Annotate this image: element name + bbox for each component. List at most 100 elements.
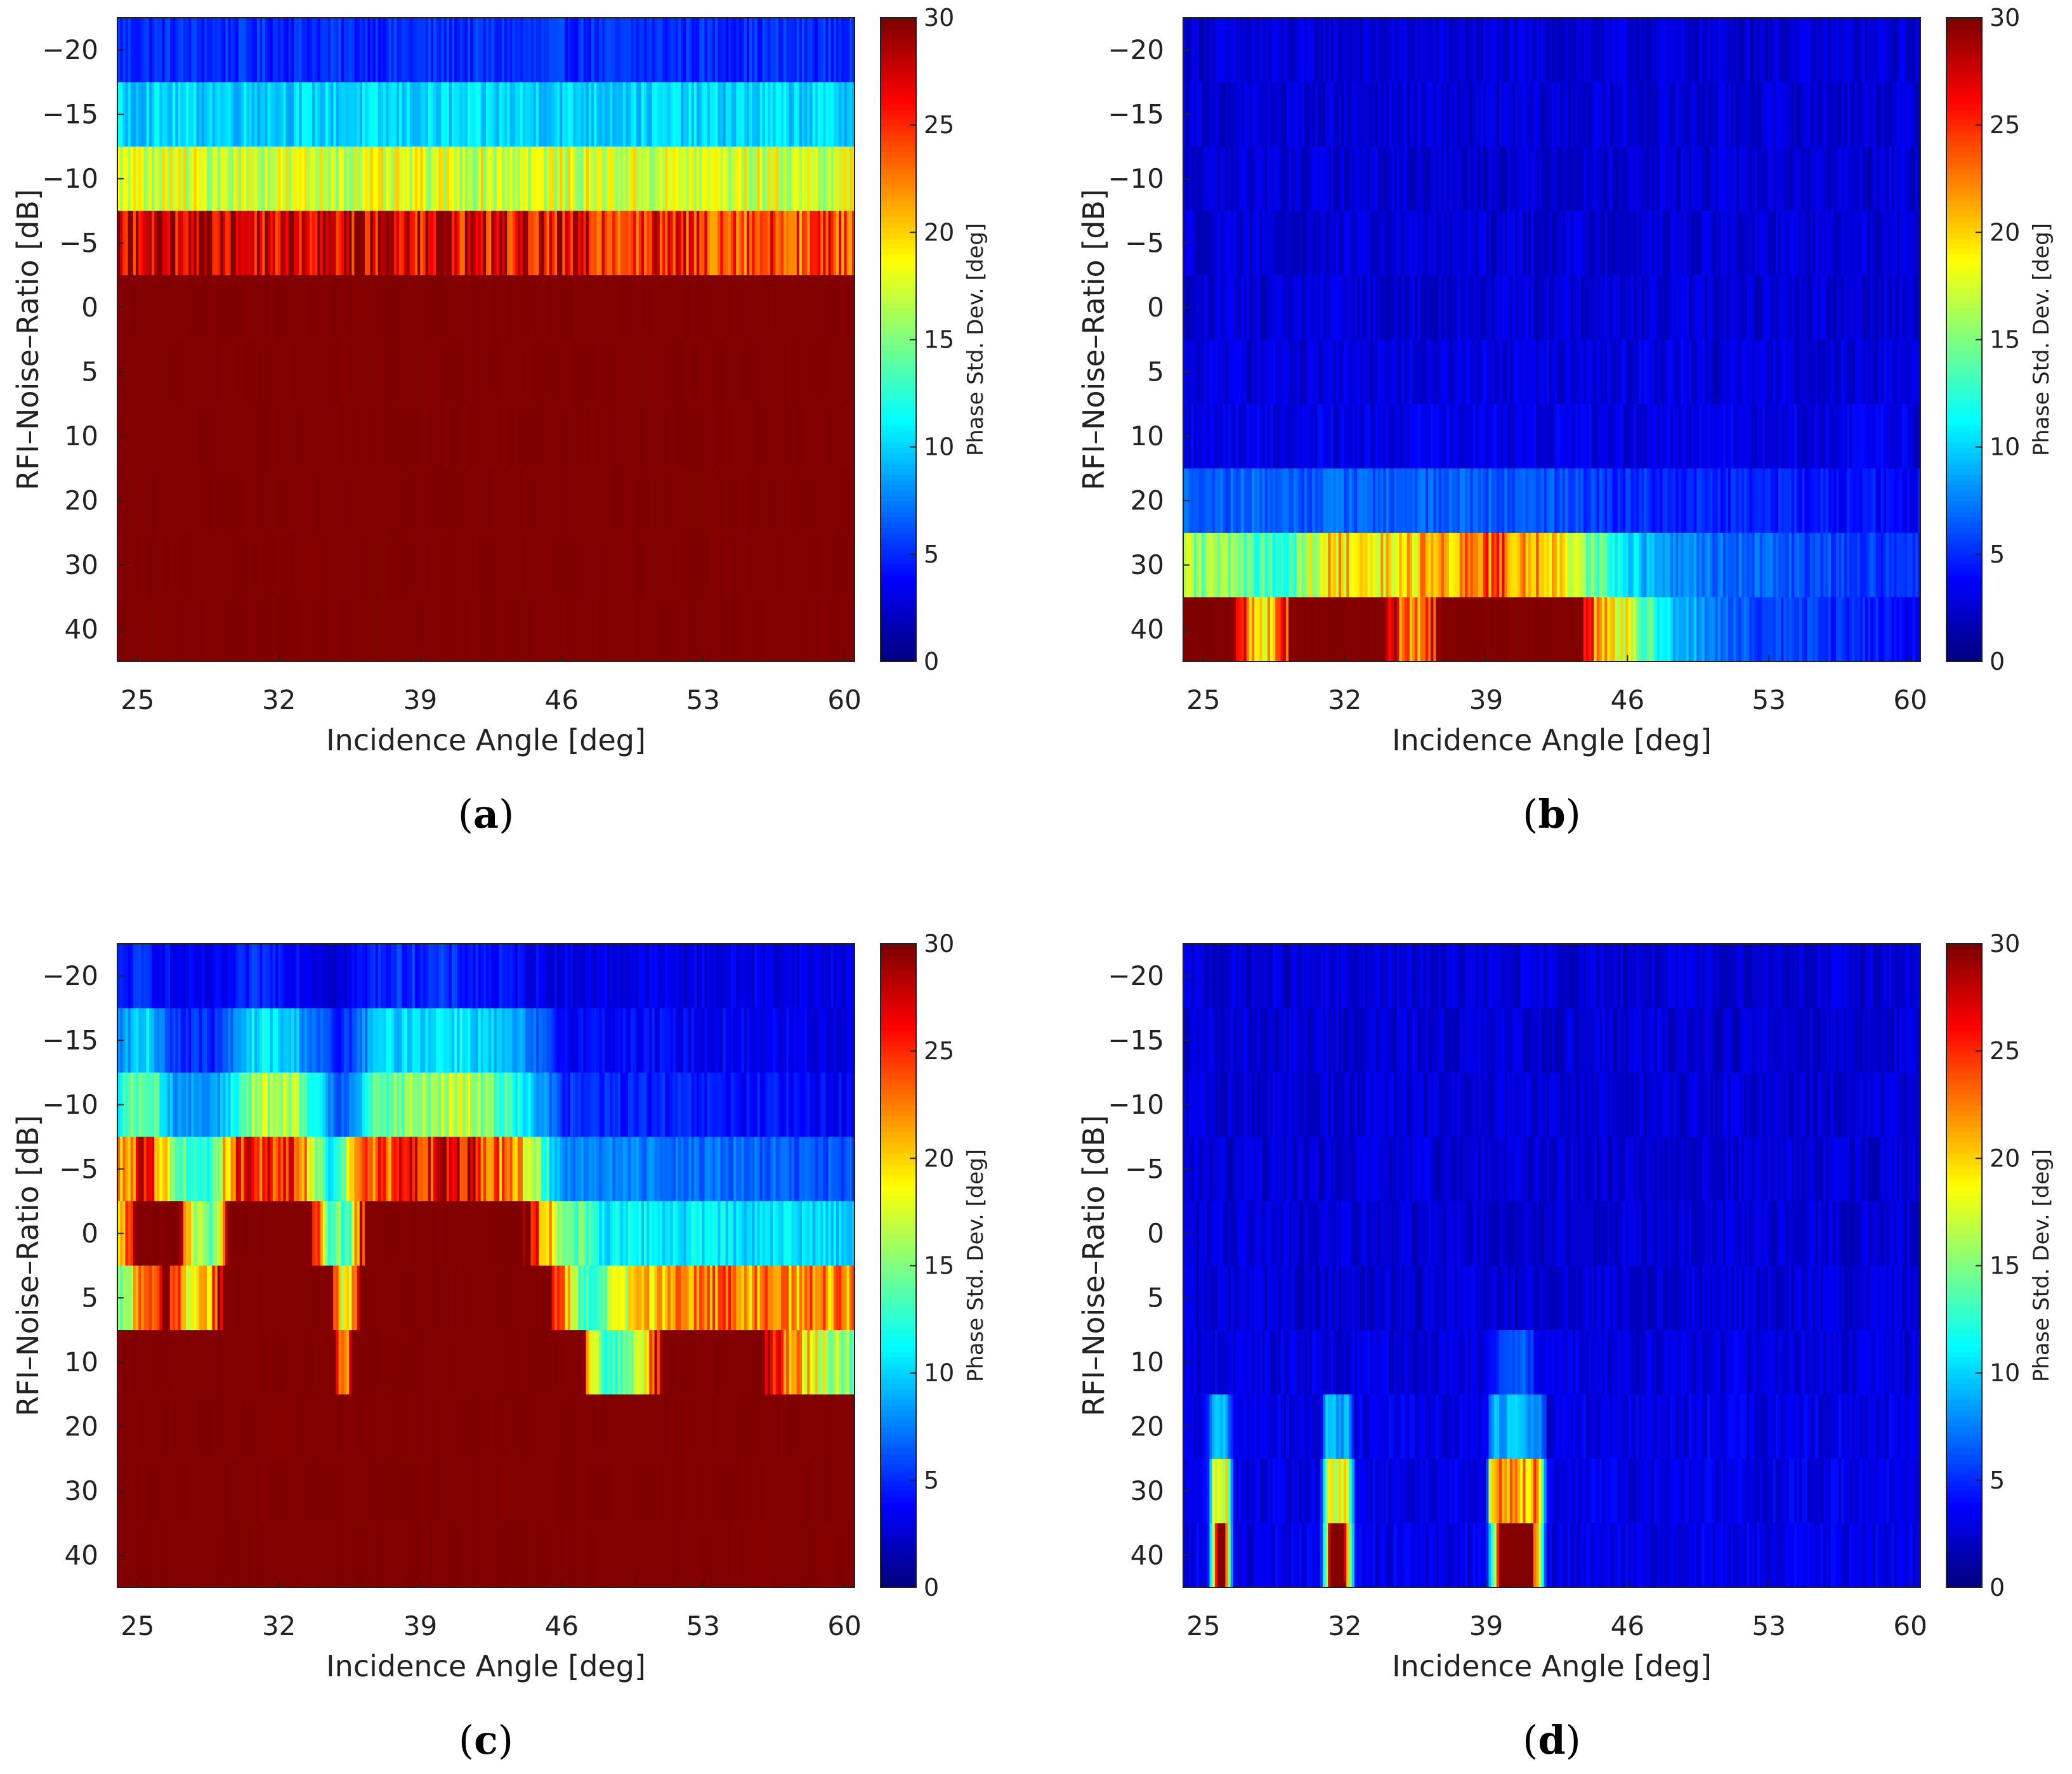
heatmap-cell (712, 339, 716, 405)
heatmap-cell (662, 147, 666, 212)
heatmap-cell (1269, 211, 1273, 276)
heatmap-cell (1841, 339, 1845, 405)
heatmap-cell (802, 82, 805, 147)
heatmap-cell (370, 404, 374, 469)
heatmap-cell (1275, 339, 1278, 405)
heatmap-cell (1354, 211, 1358, 276)
heatmap-cell (539, 147, 542, 212)
heatmap-cell (1388, 18, 1392, 83)
heatmap-cell (539, 339, 542, 405)
heatmap-cell (383, 211, 386, 276)
heatmap-cell (346, 404, 350, 469)
heatmap-cell (217, 404, 221, 469)
heatmap-cell (1486, 211, 1489, 276)
heatmap-cell (1820, 18, 1824, 83)
heatmap-cell (1509, 18, 1513, 83)
heatmap-cell (151, 275, 155, 341)
heatmap-cell (1344, 339, 1347, 405)
heatmap-cell (1665, 404, 1669, 469)
heatmap-cell (612, 147, 615, 212)
heatmap-cell (235, 533, 239, 598)
colorbar-step (881, 339, 916, 346)
heatmap-cell (459, 18, 463, 83)
heatmap-cell (1883, 275, 1887, 341)
heatmap-cell (1409, 211, 1413, 276)
heatmap-cell (641, 533, 645, 598)
heatmap-cell (1812, 404, 1816, 469)
heatmap-cell (1804, 275, 1808, 341)
heatmap-cell (1683, 18, 1687, 83)
heatmap-cell (768, 211, 771, 276)
heatmap-cell (185, 597, 189, 662)
heatmap-cell (1193, 468, 1197, 533)
heatmap-cell (572, 211, 576, 276)
heatmap-cell (575, 275, 579, 341)
heatmap-cell (612, 275, 615, 341)
heatmap-cell (1696, 339, 1700, 405)
heatmap-cell (820, 275, 823, 341)
heatmap-cell (1304, 82, 1308, 147)
heatmap-cell (1406, 339, 1410, 405)
heatmap-cell (475, 533, 479, 598)
heatmap-cell (386, 404, 390, 469)
heatmap-cell (504, 468, 508, 533)
heatmap-cell (641, 404, 645, 469)
heatmap-cell (1899, 147, 1903, 212)
heatmap-cell (1731, 275, 1734, 341)
heatmap-cell (438, 404, 442, 469)
colorbar-step (881, 136, 916, 142)
heatmap-cell (588, 82, 592, 147)
heatmap-cell (1375, 404, 1379, 469)
heatmap-cell (539, 275, 542, 341)
heatmap-cell (1499, 339, 1502, 405)
heatmap-cell (196, 147, 200, 212)
x-tick-label: 53 (686, 684, 720, 715)
colorbar-step (881, 431, 916, 437)
heatmap-cell (462, 275, 466, 341)
heatmap-cell (1360, 404, 1363, 469)
heatmap-cell (436, 82, 439, 147)
heatmap-cell (1873, 339, 1877, 405)
heatmap-cell (817, 147, 821, 212)
heatmap-cell (1394, 404, 1397, 469)
heatmap-cell (565, 211, 568, 276)
heatmap-cell (1212, 147, 1216, 212)
heatmap-cell (1844, 211, 1847, 276)
heatmap-cell (1738, 275, 1742, 341)
heatmap-cell (1269, 18, 1273, 83)
heatmap-cell (736, 82, 739, 147)
heatmap-cell (759, 82, 763, 147)
heatmap-cell (148, 404, 152, 469)
heatmap-cell (1518, 404, 1521, 469)
heatmap-cell (1646, 404, 1650, 469)
heatmap-cell (241, 82, 244, 147)
heatmap-cell (309, 597, 313, 662)
heatmap-cell (702, 533, 705, 598)
heatmap-cell (280, 533, 284, 598)
heatmap-cell (702, 404, 705, 469)
heatmap-cell (212, 339, 216, 405)
heatmap-cell (1852, 339, 1855, 405)
heatmap-cell (167, 468, 171, 533)
heatmap-cell (1470, 211, 1474, 276)
heatmap-cell (846, 468, 850, 533)
heatmap-cell (575, 211, 579, 276)
heatmap-cell (1868, 82, 1871, 147)
heatmap-cell (675, 339, 679, 405)
heatmap-cell (851, 597, 855, 662)
heatmap-cell (1759, 147, 1763, 212)
heatmap-cell (362, 147, 365, 212)
heatmap-cell (409, 82, 413, 147)
heatmap-cell (707, 82, 711, 147)
heatmap-cell (691, 339, 695, 405)
heatmap-cell (681, 468, 684, 533)
heatmap-cell (1704, 147, 1708, 212)
heatmap-cell (359, 82, 363, 147)
heatmap-cell (357, 147, 360, 212)
heatmap-cell (488, 147, 492, 212)
heatmap-cell (1901, 211, 1905, 276)
heatmap-cell (1773, 211, 1776, 276)
heatmap-cell (1504, 339, 1508, 405)
heatmap-cell (565, 533, 568, 598)
heatmap-cell (549, 18, 553, 83)
